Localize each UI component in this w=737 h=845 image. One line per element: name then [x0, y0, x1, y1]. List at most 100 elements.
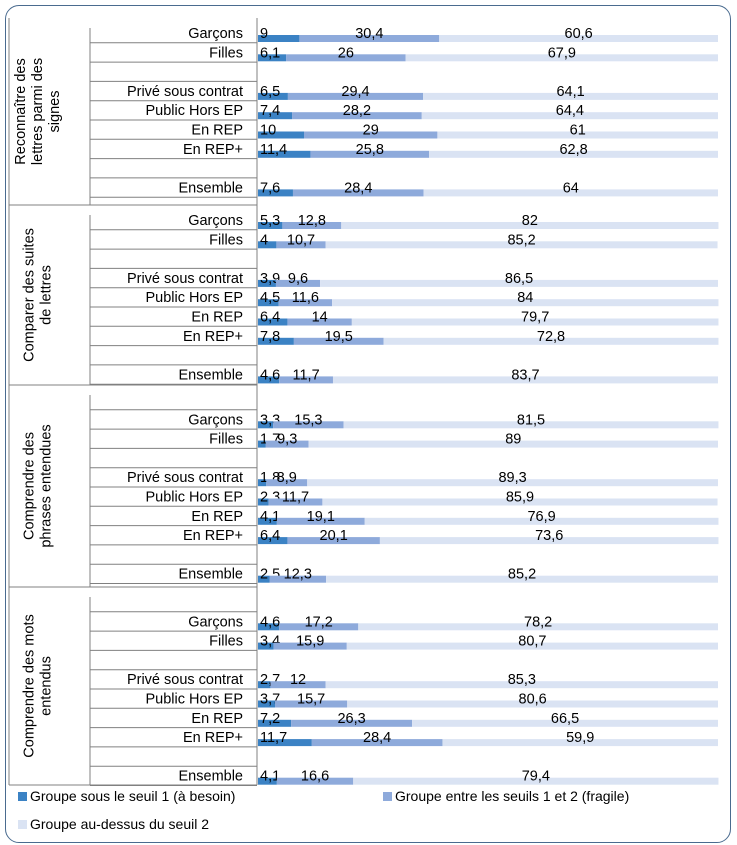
bar-segment-3: [308, 440, 718, 448]
bar-segment-2: [279, 376, 333, 384]
data-label: 6,5: [260, 84, 280, 100]
category-label: Ensemble: [179, 180, 243, 196]
group-label-line: phrases entendues: [39, 424, 55, 547]
data-label: 9,6: [288, 271, 308, 287]
category-label: En REP+: [183, 730, 243, 746]
data-label: 80,6: [519, 692, 547, 708]
bar-segment-2: [287, 318, 352, 326]
bar-segment-2: [273, 642, 347, 650]
data-label: 79,4: [522, 769, 550, 785]
bar-segment-2: [269, 575, 327, 583]
bar-segment-1: [258, 719, 292, 727]
bar-segment-2: [279, 623, 359, 631]
category-label: Ensemble: [179, 769, 243, 785]
bar-segment-3: [325, 241, 718, 249]
bar-segment-3: [332, 299, 719, 307]
category-label: Public Hors EP: [145, 290, 243, 306]
data-label: 85,2: [508, 567, 536, 583]
bar-segment-2: [276, 777, 354, 785]
bar-segment-2: [292, 112, 422, 120]
data-label: 15,7: [297, 692, 325, 708]
category-label: En REP: [191, 310, 243, 326]
data-label: 28,4: [363, 730, 391, 746]
bar-segment-1: [258, 112, 293, 120]
group-label-line: Comparer des suites: [22, 228, 38, 362]
data-label: 64,4: [556, 103, 584, 119]
data-label: 89,3: [498, 470, 526, 486]
data-label: 7,2: [260, 711, 280, 727]
bar-segment-3: [405, 54, 718, 62]
bar-segment-3: [429, 150, 718, 158]
data-label: 4: [260, 232, 268, 248]
bar-segment-1: [258, 279, 276, 287]
data-label: 28,4: [344, 180, 372, 196]
data-label: 83,7: [511, 367, 539, 383]
data-label: 11,4: [260, 142, 287, 158]
bar-segment-1: [258, 376, 280, 384]
data-label: 3,9: [260, 271, 280, 287]
data-label: 4,1: [260, 769, 280, 785]
data-label: 11,6: [292, 290, 319, 306]
group-label: Comparer des suitesde lettres: [22, 228, 55, 362]
data-label: 11,7: [282, 490, 309, 506]
data-label: 60,6: [565, 26, 593, 42]
bar-segment-3: [325, 681, 718, 689]
data-label: 62,8: [559, 142, 587, 158]
bar-segment-3: [412, 719, 718, 727]
data-label: 15,9: [296, 634, 324, 650]
group-label-line: de lettres: [39, 265, 55, 325]
bar-segment-3: [421, 112, 718, 120]
data-label: 4,6: [260, 614, 280, 630]
data-label: 26,3: [337, 711, 365, 727]
bar-segment-3: [442, 739, 718, 747]
bar-segment-3: [439, 35, 718, 42]
category-label: Ensemble: [179, 367, 243, 383]
data-label: 86,5: [505, 271, 533, 287]
data-label: 29: [363, 123, 379, 139]
bar-segment-3: [423, 189, 718, 197]
bar-segment-1: [258, 498, 269, 506]
data-label: 66,5: [551, 711, 579, 727]
bar-segment-2: [273, 421, 344, 429]
data-label: 4,1: [260, 509, 280, 525]
bar-segment-3: [358, 623, 718, 631]
bar-segment-1: [258, 479, 267, 487]
category-label: Privé sous contrat: [127, 470, 243, 486]
bar-segment-1: [258, 681, 271, 689]
bar-segment-1: [258, 777, 277, 785]
bar-segment-3: [343, 421, 719, 429]
bar-segment-1: [258, 189, 293, 197]
data-label: 84: [517, 290, 533, 306]
data-label: 11,7: [260, 730, 287, 746]
bar-segment-2: [292, 189, 424, 197]
data-label: 10,7: [287, 232, 315, 248]
group-label-line: Reconnaître des: [13, 58, 29, 164]
data-label: 8,9: [277, 470, 297, 486]
bar-segment-1: [258, 337, 294, 345]
data-label: 12: [290, 672, 306, 688]
bar-segment-3: [423, 92, 718, 100]
category-label: Privé sous contrat: [127, 271, 243, 287]
legend-label: Groupe au-dessus du seuil 2: [30, 816, 209, 832]
data-label: 85,3: [508, 672, 536, 688]
bar-segment-1: [258, 35, 300, 42]
bar-segment-1: [258, 150, 311, 158]
group-label-line: lettres parmi des: [30, 58, 46, 165]
data-label: 30,4: [355, 26, 383, 42]
bar-segment-1: [258, 318, 288, 326]
bar-segment-1: [258, 54, 287, 62]
data-label: 80,7: [518, 634, 546, 650]
bar-segment-1: [258, 623, 280, 631]
group-label: Reconnaître deslettres parmi dessignes: [13, 58, 63, 165]
bar-segment-3: [341, 222, 719, 229]
data-label: 79,7: [521, 310, 549, 326]
data-label: 64: [563, 180, 579, 196]
bar-segment-2: [270, 681, 326, 689]
data-label: 78,2: [524, 614, 552, 630]
bar-segment-3: [326, 575, 718, 583]
data-label: 17,2: [305, 614, 333, 630]
bar-segment-1: [258, 241, 277, 249]
bar-segment-3: [346, 642, 718, 650]
category-label: En REP+: [183, 329, 243, 345]
data-label: 7,8: [260, 329, 280, 345]
